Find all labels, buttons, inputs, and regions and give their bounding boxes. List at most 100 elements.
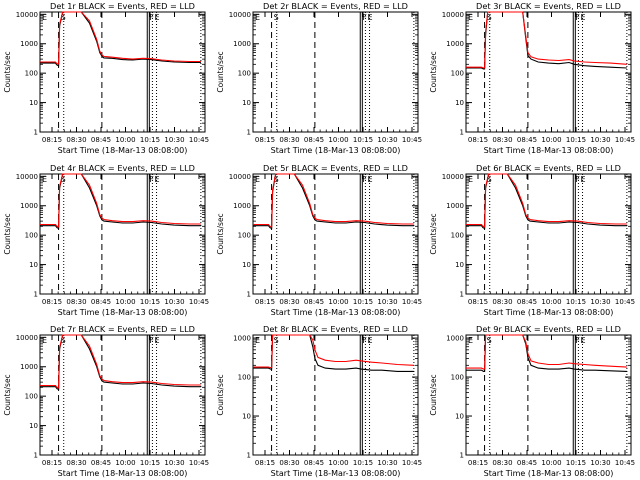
marker-letter: F [149, 13, 154, 22]
lld-series-line [40, 173, 201, 228]
chart-panel-2: Det 2r BLACK = Events, RED = LLD Counts/s… [216, 1, 422, 155]
x-tick-label: 10:15 [140, 459, 160, 467]
y-tick-label: 100 [451, 70, 464, 78]
y-tick-label: 10000 [16, 334, 38, 342]
x-tick-label: 08:45 [91, 136, 111, 144]
lld-series-line [253, 334, 414, 369]
y-axis-label: Counts/sec [429, 51, 438, 92]
x-tick-label: 08:15 [42, 136, 62, 144]
y-tick-label: 1 [460, 129, 464, 137]
y-tick-label: 10000 [442, 11, 464, 19]
chart-panel-4: Det 4r BLACK = Events, RED = LLD Counts/s… [3, 163, 209, 317]
marker-letter: S [61, 175, 66, 184]
marker-letter: E [154, 336, 159, 345]
x-tick-label: 08:15 [255, 459, 275, 467]
x-axis-label: Start Time (18-Mar-13 08:08:00) [484, 146, 614, 155]
y-tick-label: 1 [34, 129, 38, 137]
chart-title: Det 9r BLACK = Events, RED = LLD [476, 324, 621, 334]
x-tick-label: 08:45 [517, 298, 537, 306]
y-tick-label: 10 [29, 261, 38, 269]
x-tick-label: 08:30 [66, 298, 86, 306]
x-tick-label: 10:45 [615, 298, 635, 306]
y-tick-label: 1 [247, 291, 251, 299]
y-tick-label: 10000 [229, 173, 251, 181]
x-tick-label: 08:15 [255, 136, 275, 144]
marker-letter: F [575, 13, 580, 22]
y-tick-label: 1000 [20, 202, 38, 210]
x-tick-label: 08:45 [91, 459, 111, 467]
x-tick-label: 08:30 [279, 136, 299, 144]
x-tick-label: 10:45 [402, 459, 422, 467]
marker-letter: F [575, 175, 580, 184]
x-tick-label: 08:30 [492, 298, 512, 306]
chart-panel-7: Det 7r BLACK = Events, RED = LLD Counts/s… [3, 324, 209, 478]
plot-frame [252, 334, 419, 456]
x-tick-label: 10:30 [377, 298, 397, 306]
y-tick-label: 1 [34, 291, 38, 299]
y-axis-label: Counts/sec [429, 213, 438, 254]
chart-panel-5: Det 5r BLACK = Events, RED = LLD Counts/s… [216, 163, 422, 317]
x-tick-label: 10:45 [189, 136, 209, 144]
chart-title: Det 6r BLACK = Events, RED = LLD [476, 163, 621, 173]
x-tick-label: 08:15 [468, 298, 488, 306]
marker-letter: E [42, 175, 47, 184]
marker-letter: E [580, 336, 585, 345]
plot-frame [252, 173, 419, 295]
x-tick-label: 10:15 [566, 136, 586, 144]
x-tick-label: 10:45 [189, 459, 209, 467]
marker-letter: E [154, 13, 159, 22]
y-axis-label: Counts/sec [216, 374, 225, 415]
x-tick-label: 10:15 [140, 298, 160, 306]
y-tick-label: 100 [238, 374, 251, 382]
x-tick-label: 10:45 [615, 459, 635, 467]
chart-panel-1: Det 1r BLACK = Events, RED = LLD Counts/s… [3, 1, 209, 155]
x-tick-label: 10:45 [402, 298, 422, 306]
y-tick-label: 100 [238, 70, 251, 78]
x-tick-label: 10:15 [140, 136, 160, 144]
y-tick-label: 1 [34, 452, 38, 460]
x-tick-label: 10:00 [328, 136, 348, 144]
x-tick-label: 10:00 [541, 298, 561, 306]
marker-letter: E [255, 175, 260, 184]
lld-series-line [466, 11, 627, 69]
x-tick-label: 10:30 [164, 298, 184, 306]
x-axis-label: Start Time (18-Mar-13 08:08:00) [271, 469, 401, 478]
y-tick-label: 1000 [233, 202, 251, 210]
y-tick-label: 1000 [446, 335, 464, 343]
x-axis-label: Start Time (18-Mar-13 08:08:00) [271, 308, 401, 317]
x-tick-label: 08:30 [279, 298, 299, 306]
chart-panel-8: Det 8r BLACK = Events, RED = LLD Counts/s… [216, 324, 422, 478]
x-tick-label: 10:00 [541, 136, 561, 144]
y-tick-label: 10 [29, 99, 38, 107]
y-axis-label: Counts/sec [429, 374, 438, 415]
y-tick-label: 10000 [16, 11, 38, 19]
events-series-line [466, 334, 627, 372]
plot-frame [465, 11, 632, 133]
chart-title: Det 5r BLACK = Events, RED = LLD [263, 163, 408, 173]
marker-letter: F [362, 175, 367, 184]
lld-series-line [466, 173, 627, 228]
y-axis-label: Counts/sec [3, 51, 12, 92]
y-tick-label: 10 [455, 99, 464, 107]
plot-frame [465, 173, 632, 295]
marker-letter: E [580, 175, 585, 184]
x-tick-label: 08:45 [517, 459, 537, 467]
y-tick-label: 10000 [442, 173, 464, 181]
y-tick-label: 100 [238, 232, 251, 240]
marker-letter: S [61, 336, 66, 345]
marker-letter: E [255, 336, 260, 345]
x-tick-label: 08:45 [91, 298, 111, 306]
marker-letter: E [468, 175, 473, 184]
marker-letter: F [575, 336, 580, 345]
chart-panel-9: Det 9r BLACK = Events, RED = LLD Counts/s… [429, 324, 635, 478]
marker-letter: S [61, 13, 66, 22]
y-tick-label: 1000 [446, 40, 464, 48]
marker-letter: S [487, 336, 492, 345]
x-tick-label: 10:30 [590, 298, 610, 306]
y-tick-label: 10 [242, 99, 251, 107]
plot-frame [465, 334, 632, 456]
y-tick-label: 1000 [233, 335, 251, 343]
x-tick-label: 08:15 [255, 298, 275, 306]
lld-series-line [253, 173, 414, 228]
marker-letter: F [149, 336, 154, 345]
